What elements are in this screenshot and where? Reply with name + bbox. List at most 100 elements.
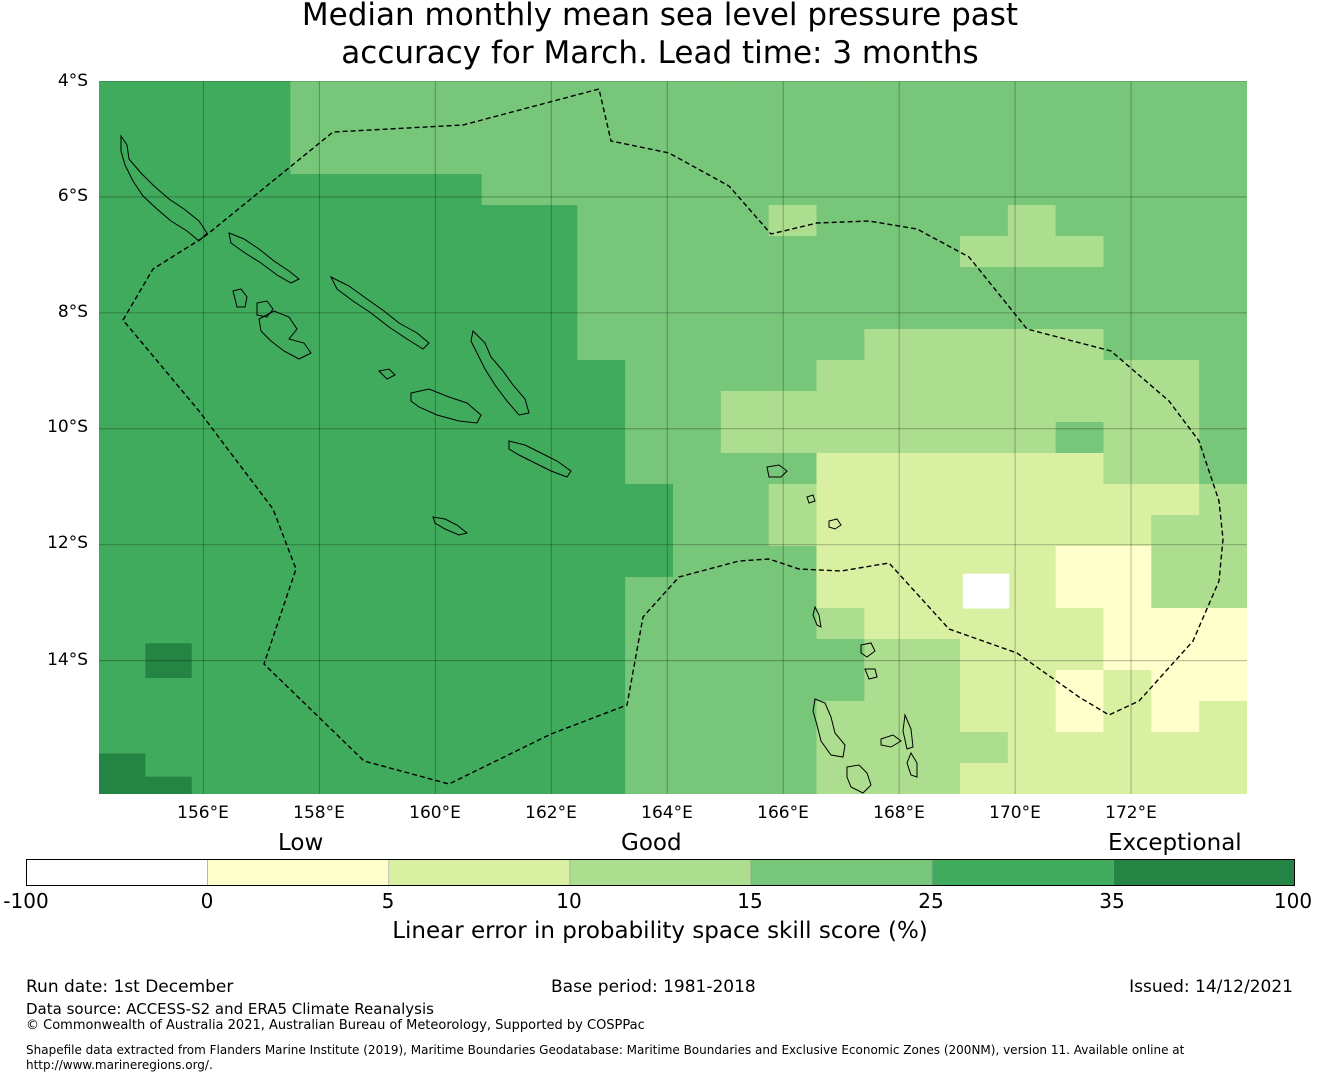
map-grid-cell: [1151, 763, 1200, 794]
map-grid-cell: [912, 174, 961, 206]
map-grid-cell: [529, 391, 578, 423]
map-grid-cell: [242, 608, 291, 640]
map-grid-cell: [768, 174, 818, 206]
map-grid-cell: [625, 112, 674, 144]
map-grid-cell: [338, 422, 387, 454]
map-grid-cell: [816, 422, 865, 454]
map-grid-cell: [433, 577, 483, 609]
map-grid-cell: [338, 81, 387, 113]
map-grid-cell: [720, 484, 770, 516]
map-grid-cell: [1007, 546, 1057, 578]
map-grid-cell: [720, 174, 770, 206]
map-grid-cell: [481, 608, 531, 640]
map-grid-cell: [145, 643, 192, 679]
map-grid-cell: [577, 577, 626, 609]
map-grid-cell: [673, 608, 722, 640]
map-grid-cell: [338, 639, 387, 671]
island-utupua: [806, 494, 816, 504]
map-grid-cell: [1103, 453, 1152, 485]
map-grid-cell: [960, 608, 1009, 640]
map-grid-cell: [1151, 484, 1200, 516]
map-grid-cell: [673, 236, 722, 268]
map-grid-cell: [529, 639, 578, 671]
map-grid-cell: [816, 329, 865, 361]
map-grid-cell: [1103, 546, 1152, 578]
map-grid-cell: [1007, 174, 1057, 206]
lon-label-166e: 166°E: [757, 803, 809, 823]
map-grid-cell: [720, 329, 770, 361]
map-grid-cell: [99, 422, 148, 454]
map-grid-cell: [673, 453, 722, 485]
map-grid-cell: [768, 639, 818, 671]
map-grid-cell: [386, 422, 435, 454]
map-grid-cell: [625, 515, 674, 547]
map-grid-cell: [481, 174, 531, 206]
map-grid-cell: [768, 391, 818, 423]
map-grid-cell: [625, 608, 674, 640]
island-malaita: [470, 329, 530, 416]
map-grid-cell: [529, 484, 578, 516]
map-grid-cell: [338, 763, 387, 794]
map-grid-cell: [1199, 267, 1247, 299]
map-grid-cell: [1007, 81, 1057, 113]
map-grid-cell: [481, 453, 531, 485]
map-grid-cell: [768, 422, 818, 454]
map-grid-cell: [481, 112, 531, 144]
map-grid-cell: [673, 515, 722, 547]
map-grid-cell: [816, 112, 865, 144]
map-grid-cell: [1151, 267, 1200, 299]
colorbar-tick: 15: [737, 889, 763, 913]
shapefile-credit-line-2: http://www.marineregions.org/.: [26, 1058, 213, 1072]
map-grid-cell: [338, 329, 387, 361]
map-grid-cell: [242, 267, 291, 299]
map-grid-cell: [1103, 732, 1152, 764]
map-grid-cell: [146, 732, 196, 764]
map-grid-cell: [768, 484, 818, 516]
map-grid-cell: [912, 701, 961, 733]
map-grid-cell: [1007, 577, 1057, 609]
map-grid-cell: [386, 577, 435, 609]
map-grid-cell: [577, 174, 626, 206]
map-grid-cell: [386, 267, 435, 299]
map-grid-cell: [625, 174, 674, 206]
map-grid-cell: [529, 112, 578, 144]
map-grid-cell: [1103, 484, 1152, 516]
map-grid-cell: [99, 701, 148, 733]
map-grid-cell: [1151, 639, 1200, 671]
map-grid-cell: [99, 639, 148, 671]
map-grid-cell: [960, 422, 1009, 454]
map-grid-cell: [1055, 732, 1105, 764]
map-grid-cell: [768, 608, 818, 640]
map-grid-cell: [338, 670, 387, 702]
map-grid-cell: [99, 174, 148, 206]
map-grid-cell: [1055, 608, 1105, 640]
map-grid-cell: [720, 608, 770, 640]
map-grid-cell: [1055, 515, 1105, 547]
map-grid-cell: [768, 329, 818, 361]
map-grid-cell: [912, 112, 961, 144]
map-grid-cell: [1199, 484, 1247, 516]
map-grid-cell: [242, 763, 291, 794]
map-grid-cell: [433, 453, 483, 485]
map-grid-cell: [816, 298, 865, 330]
map-grid-cell: [625, 701, 674, 733]
colorbar-tick: 0: [200, 889, 214, 913]
map-grid-cell: [338, 236, 387, 268]
map-grid-cell: [960, 515, 1009, 547]
map-grid-cell: [242, 577, 291, 609]
map-grid-cell: [1103, 608, 1152, 640]
map-grid-cell: [194, 236, 244, 268]
map-grid-cell: [1103, 174, 1152, 206]
map-grid-cell: [673, 298, 722, 330]
map-grid-cell: [529, 763, 578, 794]
map-grid-cell: [1151, 608, 1200, 640]
map-grid-cell: [242, 670, 291, 702]
map-grid-cell: [433, 515, 483, 547]
map-grid-cell: [720, 236, 770, 268]
lon-label-168e: 168°E: [873, 803, 925, 823]
map-grid-cell: [1151, 329, 1200, 361]
map-grid-cell: [577, 763, 626, 794]
map-grid-cell: [720, 670, 770, 702]
map-grid-cell: [768, 763, 818, 794]
map-grid-cell: [529, 329, 578, 361]
